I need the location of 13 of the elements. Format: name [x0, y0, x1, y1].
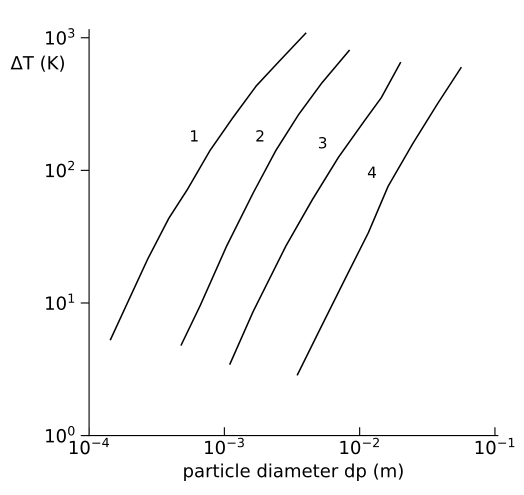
y-tick-label: 10$^{1}$ — [46, 294, 74, 310]
x-axis-title: particle diameter dp (m) — [184, 463, 403, 481]
x-tick-label: 10$^{−4}$ — [70, 438, 109, 454]
y-tick-label: 10$^{3}$ — [46, 28, 74, 45]
series-label: 3 — [318, 136, 326, 149]
series-label: 2 — [256, 130, 264, 142]
x-tick-label: 10$^{−2}$ — [340, 438, 379, 454]
y-tick-label: 10$^{2}$ — [46, 160, 74, 178]
y-axis-title: ΔT (K) — [10, 56, 64, 72]
x-tick-label: 10$^{−3}$ — [205, 438, 244, 454]
series-label: 4 — [368, 166, 376, 178]
x-tick-label: 10$^{−1}$ — [476, 438, 514, 454]
series-label: 1 — [191, 130, 198, 142]
